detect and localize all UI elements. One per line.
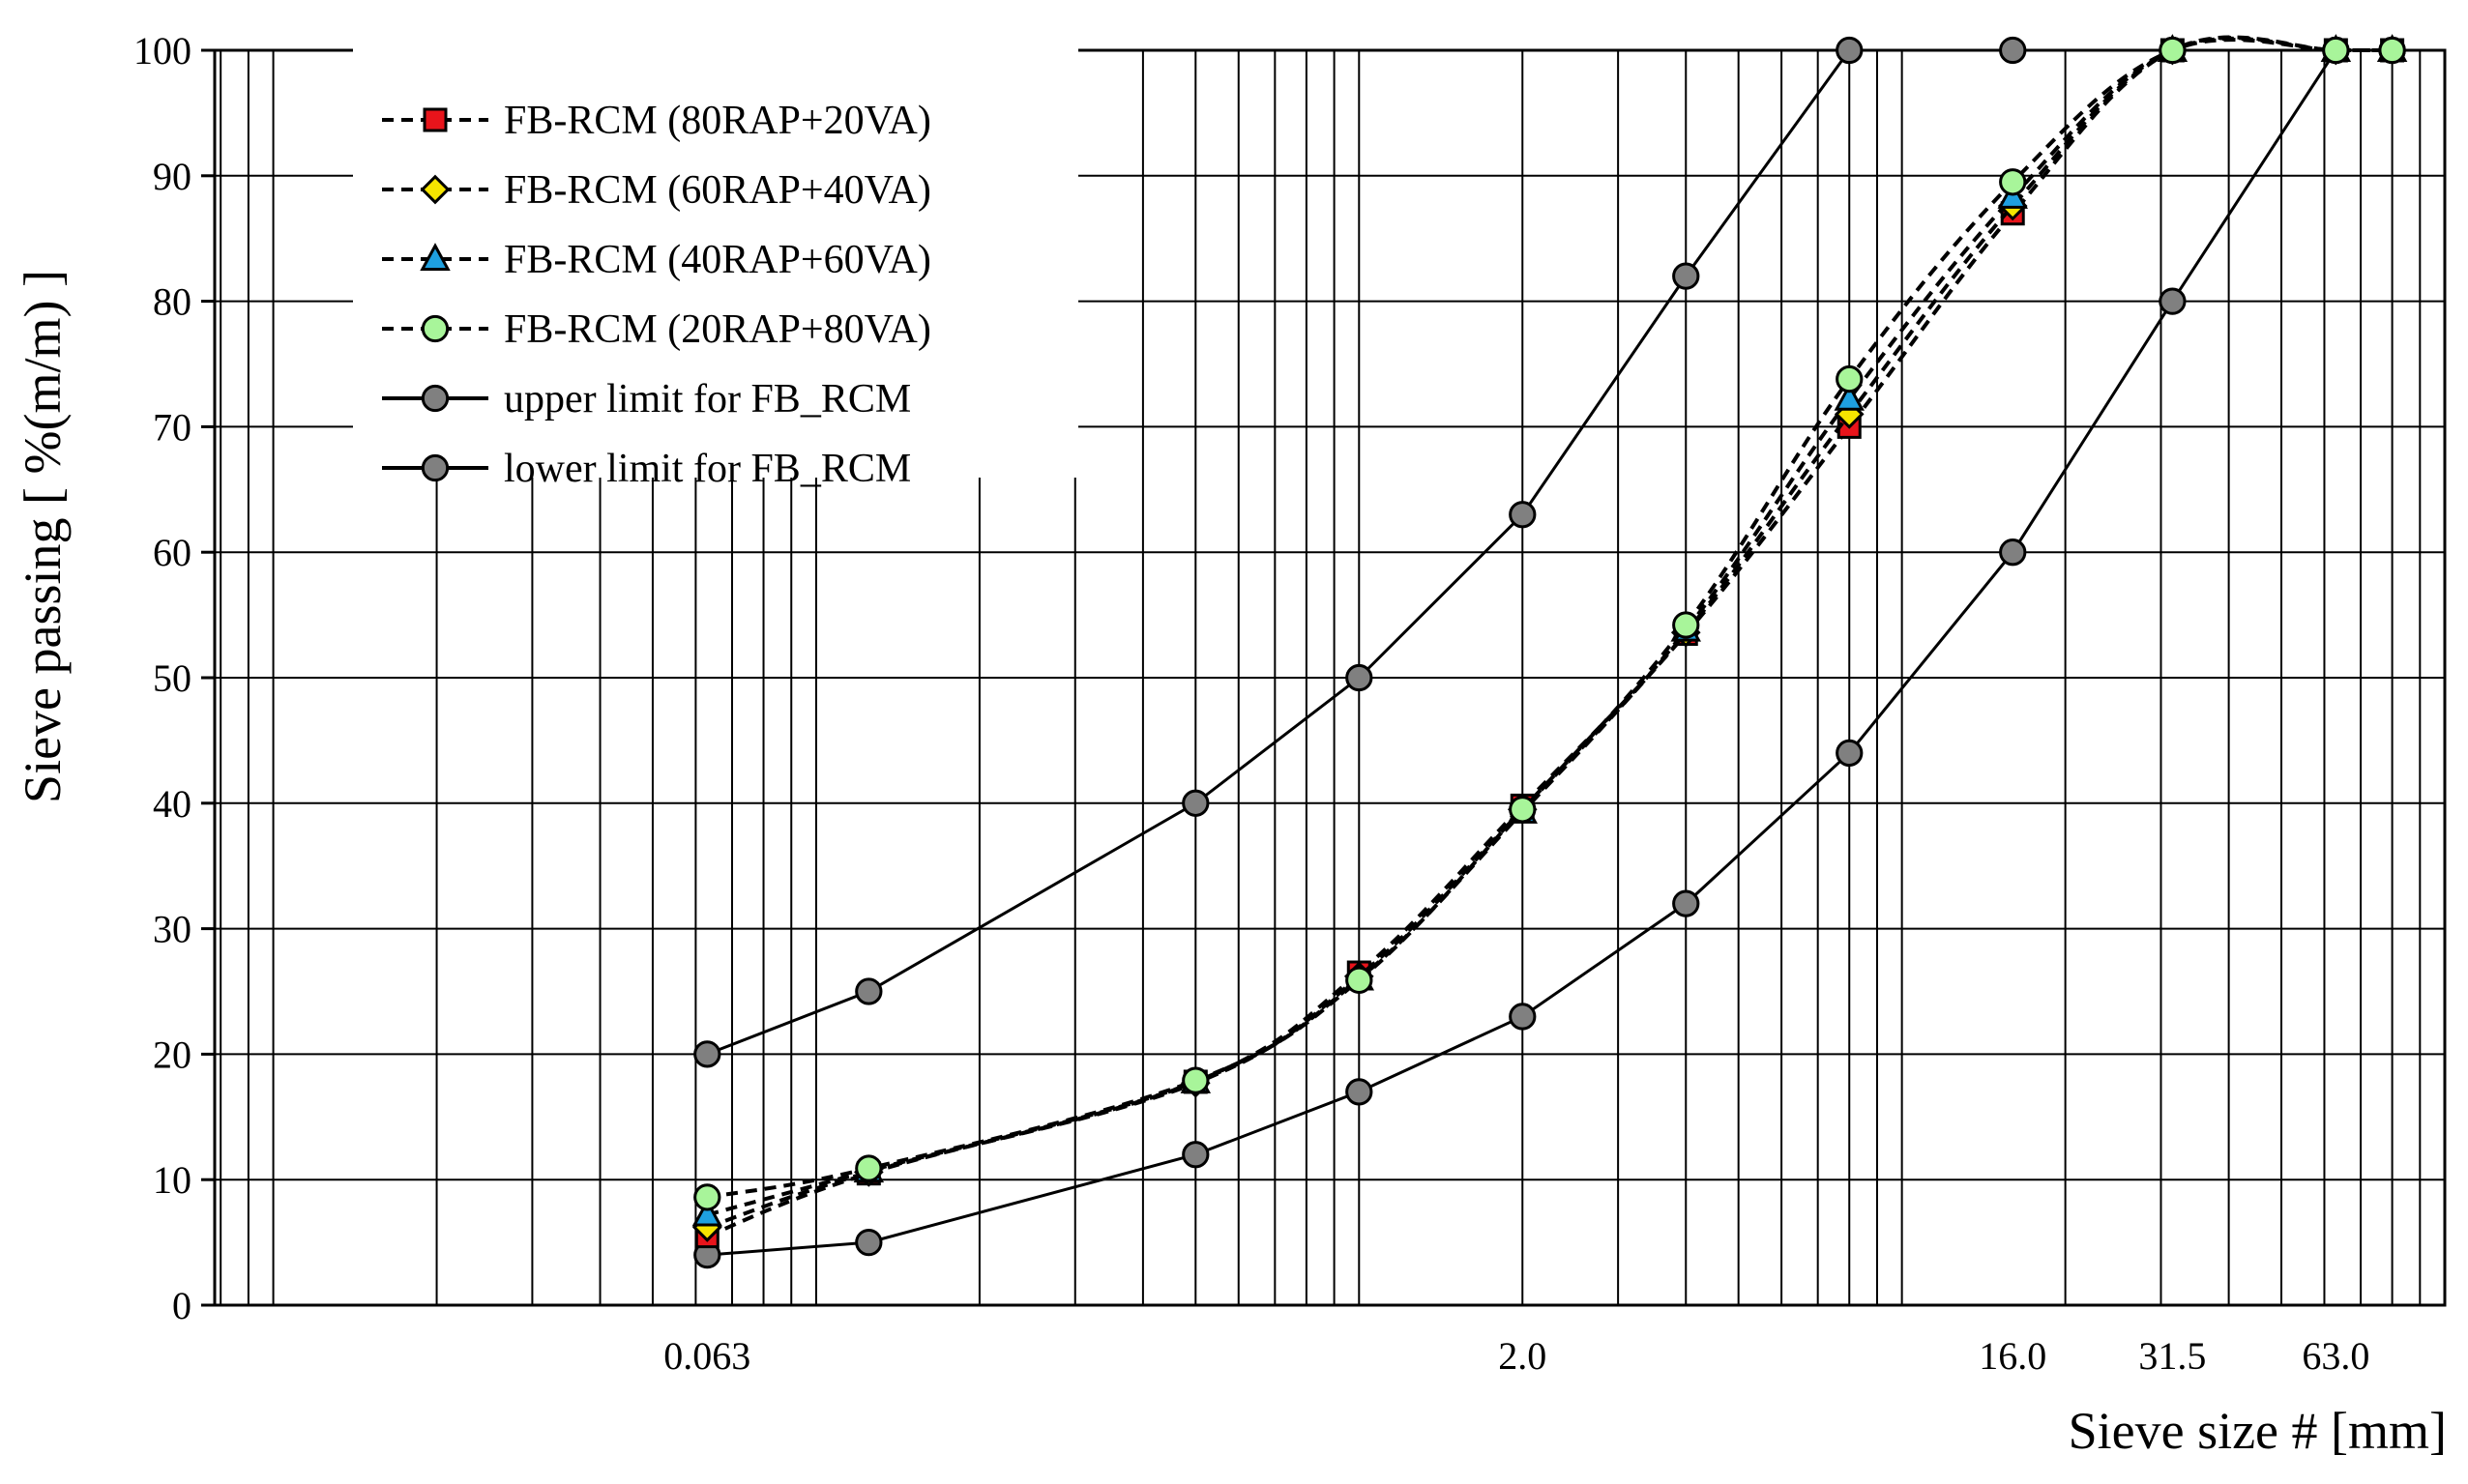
legend-marker: [423, 107, 448, 132]
data-point: [855, 1154, 883, 1182]
x-tick-label: 2.0: [1498, 1334, 1546, 1378]
y-tick-label: 90: [153, 155, 191, 198]
y-tick-label: 80: [153, 280, 191, 324]
data-point: [691, 1198, 723, 1227]
data-point: [1672, 889, 1700, 917]
series-line: [706, 38, 2393, 1200]
y-tick-label: 70: [153, 405, 191, 449]
x-tick-label: 0.063: [663, 1334, 750, 1378]
legend-item: lower limit for FB_RCM: [382, 447, 911, 491]
y-tick-label: 40: [153, 782, 191, 826]
y-tick-label: 20: [153, 1033, 191, 1076]
x-tick-label: 16.0: [1979, 1334, 2046, 1378]
data-point: [693, 1183, 721, 1211]
legend-label: lower limit for FB_RCM: [504, 447, 911, 491]
legend-marker: [420, 243, 451, 271]
data-point: [1836, 36, 1864, 65]
data-point: [1836, 364, 1864, 393]
data-point: [1509, 1003, 1537, 1031]
data-point: [1836, 739, 1864, 768]
x-tick-label: 31.5: [2138, 1334, 2206, 1378]
legend-item: FB-RCM (20RAP+80VA): [382, 307, 931, 352]
legend-item: FB-RCM (60RAP+40VA): [382, 168, 931, 213]
legend-label: FB-RCM (60RAP+40VA): [504, 168, 931, 213]
legend: FB-RCM (80RAP+20VA) FB-RCM (60RAP+40VA) FB…: [353, 31, 1078, 491]
x-axis-title: Sieve size # [mm]: [2069, 1402, 2447, 1460]
series-4: [693, 36, 2406, 1211]
y-tick-label: 10: [153, 1158, 191, 1202]
legend-label: FB-RCM (20RAP+80VA): [504, 307, 931, 352]
y-tick-label: 60: [153, 531, 191, 574]
y-tick-label: 30: [153, 908, 191, 951]
y-tick-label: 100: [133, 29, 191, 73]
data-point: [1999, 168, 2027, 196]
data-point: [1345, 1078, 1373, 1106]
data-point: [2159, 287, 2187, 315]
data-point: [2159, 36, 2187, 65]
data-point: [1509, 501, 1537, 529]
data-point: [1345, 966, 1373, 994]
data-point: [2378, 36, 2406, 65]
legend-marker: [421, 314, 450, 343]
data-point: [1345, 663, 1373, 692]
legend-marker: [421, 384, 450, 413]
data-point: [1672, 611, 1700, 639]
y-tick-label: 0: [172, 1284, 191, 1327]
legend-label: FB-RCM (80RAP+20VA): [504, 99, 931, 143]
data-point: [855, 1228, 883, 1257]
legend-item: upper limit for FB_RCM: [382, 377, 911, 422]
legend-label: FB-RCM (40RAP+60VA): [504, 238, 931, 282]
legend-background: [353, 31, 1078, 478]
data-point: [1509, 796, 1537, 824]
data-point: [693, 1040, 721, 1068]
data-point: [1182, 789, 1210, 817]
legend-marker: [421, 453, 450, 482]
axis-layer: 0 10 20 30 40 50 60 70 80 90 100 0.063 2.0 16.0 31.5 63…: [133, 29, 2447, 1378]
data-point: [1834, 382, 1865, 411]
x-tick-label: 63.0: [2302, 1334, 2369, 1378]
data-point: [1672, 262, 1700, 290]
y-tick-label: 50: [153, 656, 191, 700]
data-point: [1182, 1141, 1210, 1169]
series-layer: [691, 34, 2408, 1269]
legend-label: upper limit for FB_RCM: [504, 377, 911, 422]
data-point: [1182, 1066, 1210, 1094]
data-point: [2322, 36, 2350, 65]
legend-item: FB-RCM (40RAP+60VA): [382, 238, 931, 282]
y-axis-title: Sieve passing [ %(m/m) ]: [14, 270, 72, 803]
data-point: [1999, 538, 2027, 567]
legend-marker: [420, 174, 451, 205]
data-point: [1999, 36, 2027, 65]
legend-item: FB-RCM (80RAP+20VA): [382, 99, 931, 143]
data-point: [855, 977, 883, 1005]
